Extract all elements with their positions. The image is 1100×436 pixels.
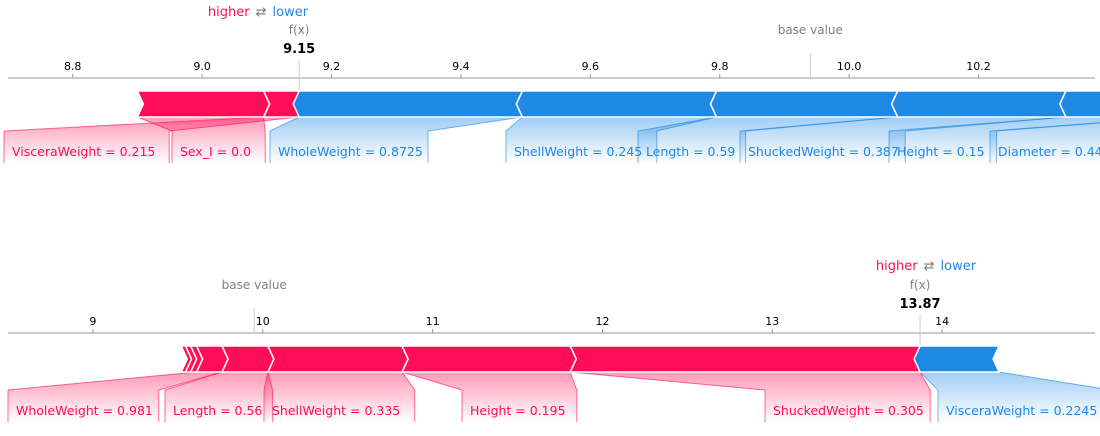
legend-lower: lower [941, 259, 977, 274]
x-tick-label: 9.8 [711, 60, 729, 73]
positive-bar-segment [266, 345, 409, 373]
connector-edge [267, 371, 274, 391]
feature-label: Length = 0.56 [173, 403, 262, 418]
x-tick-label: 10.2 [966, 60, 991, 73]
x-tick-label: 8.8 [64, 60, 82, 73]
feature-label: WholeWeight = 0.981 [16, 403, 153, 418]
swap-arrows-icon: ⇄ [924, 259, 935, 274]
feature-label: VisceraWeight = 0.215 [12, 144, 155, 159]
connector-edge [505, 116, 523, 132]
label-connector [920, 372, 1100, 422]
label-connector [264, 372, 415, 422]
connector-edge [401, 371, 416, 391]
x-tick-label: 14 [935, 315, 949, 328]
fx-label: f(x) [910, 278, 931, 292]
force-plot-2: higher ⇄ lower f(x) 13.87 base value 9 10 11 12 13… [7, 259, 1100, 422]
x-tick-label: 9 [89, 315, 96, 328]
feature-label: Height = 0.195 [470, 403, 566, 418]
connector-edge [569, 371, 578, 391]
connector-edge [269, 116, 300, 132]
connector-edge [739, 116, 898, 132]
feature-label: Diameter = 0.44 [998, 144, 1100, 159]
x-tick-label: 12 [595, 315, 609, 328]
connector-edge [401, 371, 463, 391]
connector-edge [137, 116, 173, 132]
feature-label: Height = 0.15 [897, 144, 985, 159]
x-tick-label: 10.0 [837, 60, 862, 73]
x-tick-label: 10 [256, 315, 270, 328]
base-value-label: base value [222, 278, 287, 292]
feature-label: ShuckedWeight = 0.305 [773, 403, 924, 418]
label-connector [270, 117, 523, 163]
x-tick-label: 9.0 [193, 60, 211, 73]
x-tick-label: 9.2 [323, 60, 341, 73]
positive-bar-segment [569, 345, 927, 373]
x-tick-label: 13 [765, 315, 779, 328]
label-connector [137, 117, 266, 163]
fx-value: 13.87 [899, 297, 940, 312]
feature-label: ShellWeight = 0.245 [514, 144, 642, 159]
negative-bar-segment [292, 90, 524, 118]
feature-label: WholeWeight = 0.8725 [278, 144, 423, 159]
negative-bar-segment [1059, 90, 1100, 118]
connector-edge [570, 371, 766, 391]
connector-edge [998, 371, 1100, 389]
feature-label: ShellWeight = 0.335 [272, 403, 400, 418]
label-connector [990, 122, 1100, 163]
connector-edge [989, 122, 1100, 132]
x-tick-label: 9.4 [452, 60, 470, 73]
legend-higher: higher [876, 259, 918, 274]
label-connector [165, 372, 273, 422]
x-tick-label: 11 [426, 315, 440, 328]
feature-label: Length = 0.59 [646, 144, 735, 159]
fx-value: 9.15 [283, 42, 315, 57]
negative-bar-segment [709, 90, 899, 118]
positive-bar-segment [220, 345, 275, 373]
connector-edge [7, 371, 197, 391]
label-connector [402, 372, 577, 422]
legend: higher ⇄ lower [876, 259, 977, 274]
force-plot-1: higher ⇄ lower f(x) 9.15 base value 8.8 9.0 9.2 9… [3, 5, 1100, 163]
label-connector [638, 117, 898, 163]
label-connector [4, 117, 300, 163]
connector-edge [637, 116, 717, 132]
negative-bar-segment [913, 345, 1001, 373]
x-tick-label: 9.6 [582, 60, 600, 73]
negative-bar-segment [890, 90, 1068, 118]
connector-edge [427, 116, 523, 132]
fx-label: f(x) [289, 23, 310, 37]
base-value-label: base value [778, 23, 843, 37]
feature-label: Sex_I = 0.0 [180, 144, 251, 159]
positive-bar-segment [136, 90, 271, 118]
negative-bar-segment [515, 90, 718, 118]
label-connector [8, 372, 223, 422]
positive-bar-segment [400, 345, 578, 373]
connector-edge [888, 116, 1066, 132]
legend-lower: lower [273, 5, 309, 20]
label-connector [570, 372, 931, 422]
positive-bar-segment [180, 345, 193, 373]
connector-edge [919, 371, 931, 391]
feature-label: ShuckedWeight = 0.387 [748, 144, 899, 159]
legend: higher ⇄ lower [208, 5, 309, 20]
connector-edge [263, 116, 266, 132]
swap-arrows-icon: ⇄ [256, 5, 267, 20]
connector-edge [158, 371, 223, 391]
feature-label: VisceraWeight = 0.2245 [946, 403, 1097, 418]
legend-higher: higher [208, 5, 250, 20]
connector-edge [919, 371, 939, 391]
